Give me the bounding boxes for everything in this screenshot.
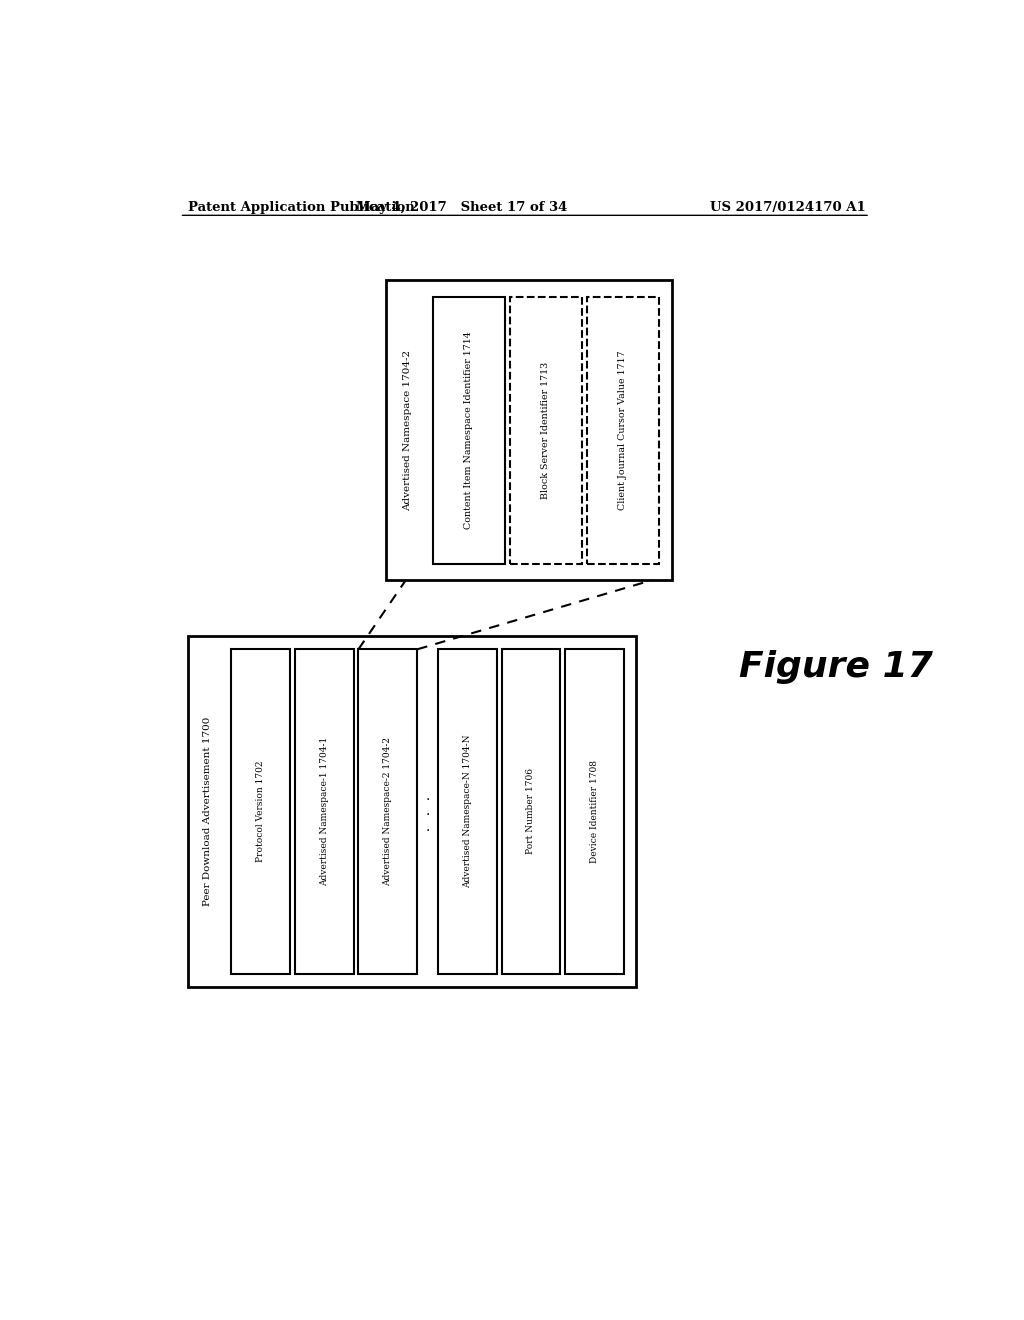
Text: .: . [425, 804, 430, 818]
Bar [433, 297, 505, 564]
Text: Advertised Namespace-2 1704-2: Advertised Namespace-2 1704-2 [383, 737, 392, 886]
Bar [438, 649, 497, 974]
Bar [358, 649, 417, 974]
Text: Protocol Version 1702: Protocol Version 1702 [256, 760, 265, 862]
Text: .: . [425, 820, 430, 834]
Text: Block Server Identifier 1713: Block Server Identifier 1713 [542, 362, 550, 499]
Text: Client Journal Cursor Value 1717: Client Journal Cursor Value 1717 [618, 351, 628, 510]
Bar [295, 649, 353, 974]
Text: Patent Application Publication: Patent Application Publication [187, 201, 415, 214]
Text: Content Item Namespace Identifier 1714: Content Item Namespace Identifier 1714 [464, 331, 473, 529]
Text: US 2017/0124170 A1: US 2017/0124170 A1 [711, 201, 866, 214]
Bar [565, 649, 624, 974]
Text: Peer Download Advertisement 1700: Peer Download Advertisement 1700 [203, 717, 212, 906]
Bar [510, 297, 582, 564]
Bar [231, 649, 290, 974]
Text: Advertised Namespace 1704-2: Advertised Namespace 1704-2 [402, 350, 412, 511]
Text: .: . [425, 789, 430, 803]
Text: Port Number 1706: Port Number 1706 [526, 768, 536, 854]
Bar [386, 280, 672, 581]
Text: May 4, 2017   Sheet 17 of 34: May 4, 2017 Sheet 17 of 34 [355, 201, 567, 214]
Text: Advertised Namespace-1 1704-1: Advertised Namespace-1 1704-1 [319, 737, 329, 886]
Text: Figure 17: Figure 17 [739, 649, 933, 684]
Bar [502, 649, 560, 974]
Bar [187, 636, 636, 987]
Text: Advertised Namespace-N 1704-N: Advertised Namespace-N 1704-N [463, 735, 472, 888]
Text: Device Identifier 1708: Device Identifier 1708 [590, 760, 599, 863]
Bar [587, 297, 658, 564]
